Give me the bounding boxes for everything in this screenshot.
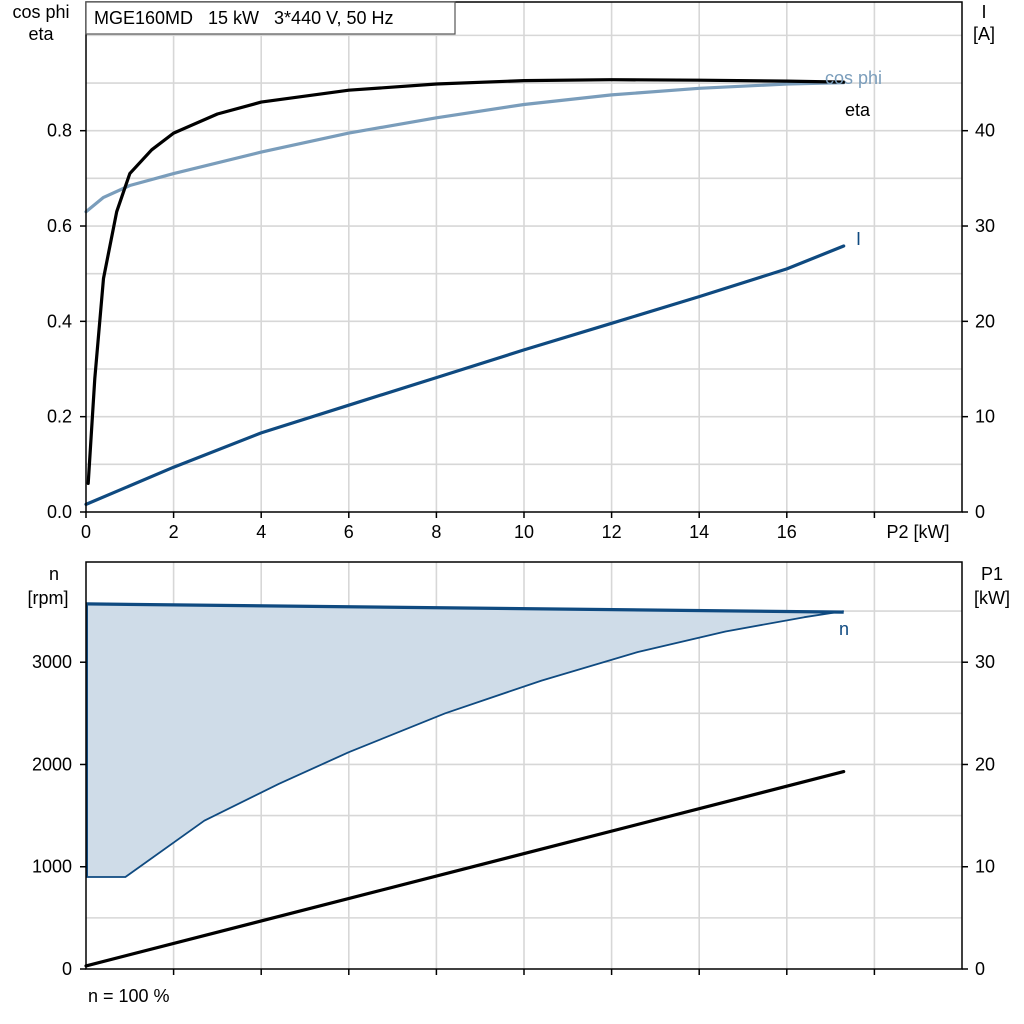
top-left-axis-label-line2: eta bbox=[28, 24, 54, 44]
left-y-tick-label: 0.8 bbox=[47, 121, 72, 141]
right-y-tick-label: 30 bbox=[975, 216, 995, 236]
current-curve bbox=[84, 244, 846, 506]
left-y-tick-label: 0.2 bbox=[47, 407, 72, 427]
bottom-right-axis-label-line2: [kW] bbox=[974, 588, 1010, 608]
top-right-axis-label-line1: I bbox=[981, 2, 986, 22]
bottom-right-axis-label-line1: P1 bbox=[981, 564, 1003, 584]
top-left-axis-label-line1: cos phi bbox=[12, 2, 69, 22]
bottom-right-y-tick-label: 10 bbox=[975, 857, 995, 877]
speed-range-area bbox=[86, 603, 844, 877]
x-tick-label: 14 bbox=[689, 522, 709, 542]
chart-title-box bbox=[85, 1, 456, 35]
series-label-speed: n bbox=[839, 619, 849, 639]
x-tick-label: 6 bbox=[344, 522, 354, 542]
x-axis-label: P2 [kW] bbox=[886, 522, 949, 542]
speed-footnote: n = 100 % bbox=[88, 986, 170, 1006]
top-grid bbox=[86, 2, 962, 512]
series-label-current: I bbox=[856, 229, 861, 249]
p1-power-curve bbox=[84, 769, 846, 968]
bottom-right-y-tick-label: 30 bbox=[975, 652, 995, 672]
series-label-eta: eta bbox=[845, 100, 871, 120]
bottom-right-y-tick-label: 0 bbox=[975, 959, 985, 979]
top-series-layer bbox=[84, 78, 846, 506]
x-tick-label: 10 bbox=[514, 522, 534, 542]
speed-min-curve bbox=[86, 610, 844, 878]
right-y-tick-label: 0 bbox=[975, 502, 985, 522]
x-tick-label: 2 bbox=[169, 522, 179, 542]
bottom-left-y-tick-label: 1000 bbox=[32, 857, 72, 877]
x-tick-label: 8 bbox=[431, 522, 441, 542]
bottom-left-axis-label-line2: [rpm] bbox=[27, 588, 68, 608]
cos-phi-curve bbox=[84, 80, 846, 214]
right-y-tick-label: 10 bbox=[975, 407, 995, 427]
x-tick-label: 4 bbox=[256, 522, 266, 542]
bottom-left-y-tick-label: 0 bbox=[62, 959, 72, 979]
chart-title: MGE160MD 15 kW 3*440 V, 50 Hz bbox=[94, 8, 393, 28]
bottom-left-axis-label-line1: n bbox=[49, 564, 59, 584]
left-y-tick-label: 0.0 bbox=[47, 502, 72, 522]
x-tick-label: 0 bbox=[81, 522, 91, 542]
bottom-ticks: 0 1000 2000 3000 0 10 20 30 bbox=[32, 652, 995, 979]
bottom-left-y-tick-label: 3000 bbox=[32, 652, 72, 672]
bottom-series-layer bbox=[84, 602, 846, 968]
speed-max-curve bbox=[85, 602, 844, 614]
series-label-cos-phi: cos phi bbox=[825, 68, 882, 88]
left-y-tick-label: 0.4 bbox=[47, 311, 72, 331]
bottom-right-y-tick-label: 20 bbox=[975, 754, 995, 774]
right-y-tick-label: 20 bbox=[975, 311, 995, 331]
x-tick-label: 16 bbox=[777, 522, 797, 542]
top-right-axis-label-line2: [A] bbox=[973, 24, 995, 44]
bottom-left-y-tick-label: 2000 bbox=[32, 754, 72, 774]
x-tick-label: 12 bbox=[602, 522, 622, 542]
top-ticks: 0 2 4 6 8 10 12 14 16 0.0 0.2 0.4 0.6 0.8 0 10 20 30 40 bbox=[47, 121, 995, 542]
eta-curve bbox=[86, 78, 846, 485]
left-y-tick-label: 0.6 bbox=[47, 216, 72, 236]
right-y-tick-label: 40 bbox=[975, 121, 995, 141]
